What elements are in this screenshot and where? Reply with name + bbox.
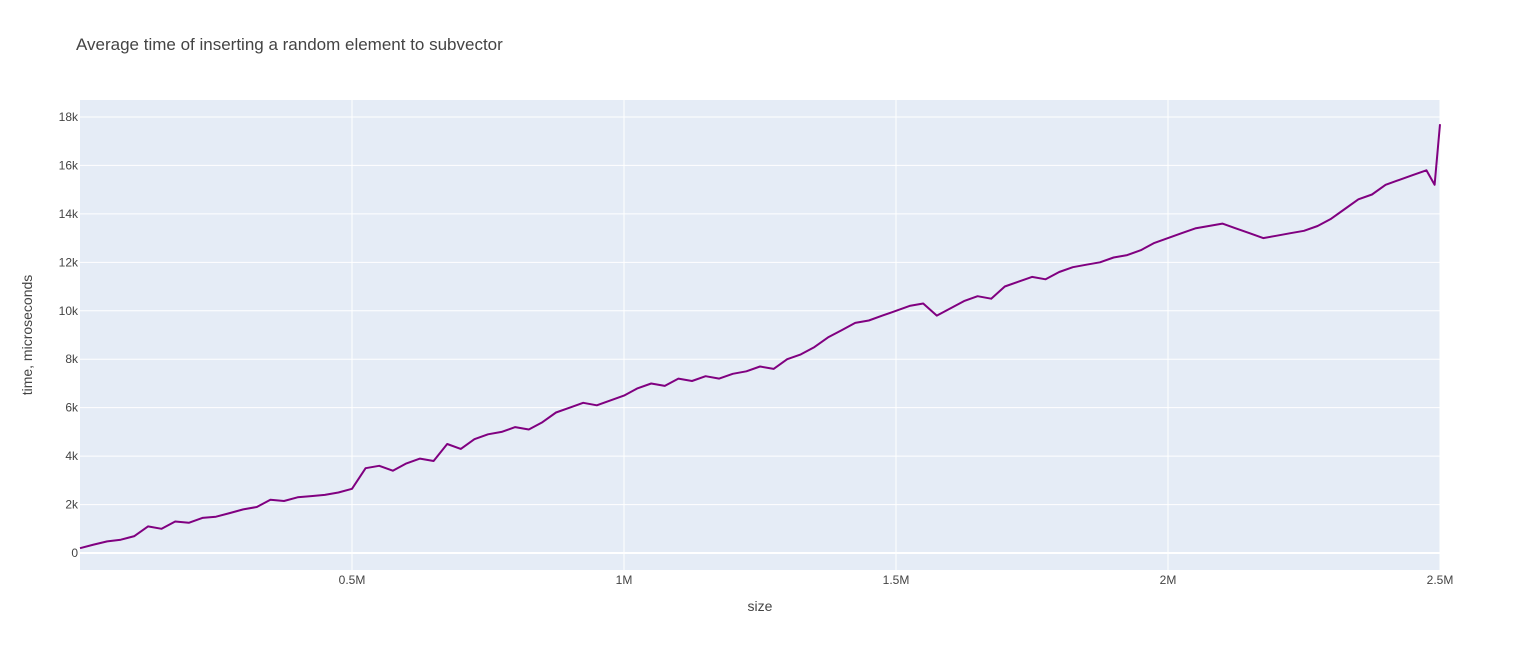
series-line (79, 124, 1441, 550)
x-tick-label: 0.5M (339, 573, 366, 587)
x-tick-label: 2M (1160, 573, 1177, 587)
y-axis-title: time, microseconds (19, 275, 35, 396)
x-tick-label: 1M (616, 573, 633, 587)
y-tick-label: 6k (65, 401, 79, 415)
chart-title: Average time of inserting a random eleme… (76, 35, 503, 54)
x-axis-ticks: 0.5M 1M 1.5M 2M 2.5M (339, 573, 1454, 587)
x-gridlines (351, 100, 1441, 570)
x-tick-label: 1.5M (883, 573, 910, 587)
x-axis-title: size (748, 598, 773, 614)
x-tick-label: 2.5M (1427, 573, 1454, 587)
y-tick-label: 14k (59, 207, 79, 221)
y-axis-ticks: 0 2k 4k 6k 8k 10k 12k 14k 16k 18k (59, 110, 79, 560)
y-tick-label: 4k (65, 449, 79, 463)
y-tick-label: 18k (59, 110, 79, 124)
y-tick-label: 12k (59, 255, 79, 269)
y-tick-label: 2k (65, 498, 79, 512)
plot-area (80, 100, 1440, 570)
y-tick-label: 8k (65, 352, 79, 366)
y-tick-label: 0 (71, 546, 78, 560)
series-layer (79, 124, 1441, 550)
y-tick-label: 16k (59, 158, 79, 172)
y-gridlines (80, 116, 1440, 555)
y-tick-label: 10k (59, 304, 79, 318)
